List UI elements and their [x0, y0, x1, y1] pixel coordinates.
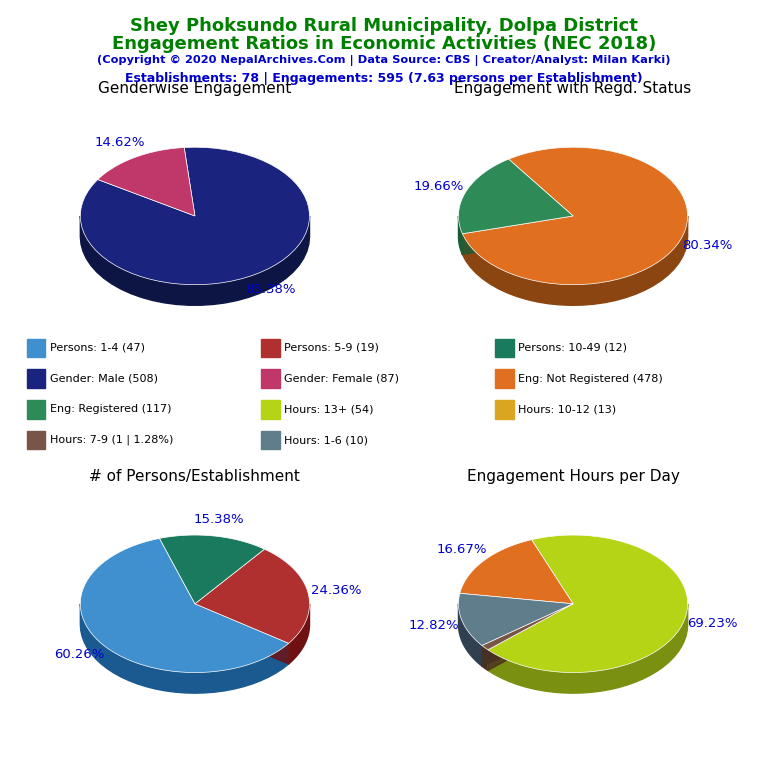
Polygon shape [289, 604, 310, 664]
Polygon shape [482, 604, 573, 650]
Text: Gender: Male (508): Gender: Male (508) [50, 373, 158, 384]
Text: 60.26%: 60.26% [55, 648, 105, 661]
Title: Genderwise Engagement: Genderwise Engagement [98, 81, 292, 96]
Text: 19.66%: 19.66% [414, 180, 464, 193]
Polygon shape [488, 535, 687, 673]
Text: Hours: 10-12 (13): Hours: 10-12 (13) [518, 404, 617, 415]
Text: 16.67%: 16.67% [436, 544, 487, 557]
Polygon shape [482, 646, 488, 670]
Polygon shape [460, 540, 573, 604]
Polygon shape [458, 594, 573, 646]
Text: 12.82%: 12.82% [409, 618, 459, 631]
Polygon shape [462, 216, 687, 306]
Polygon shape [488, 604, 687, 694]
Polygon shape [81, 147, 310, 285]
Polygon shape [462, 216, 573, 254]
Polygon shape [488, 604, 573, 670]
Text: Hours: 13+ (54): Hours: 13+ (54) [284, 404, 374, 415]
Text: Persons: 5-9 (19): Persons: 5-9 (19) [284, 343, 379, 353]
Text: 24.36%: 24.36% [311, 584, 362, 598]
Polygon shape [160, 535, 264, 604]
Text: 69.23%: 69.23% [687, 617, 738, 631]
Polygon shape [195, 549, 310, 644]
Text: Gender: Female (87): Gender: Female (87) [284, 373, 399, 384]
Polygon shape [195, 604, 289, 664]
Polygon shape [458, 604, 482, 666]
Text: Establishments: 78 | Engagements: 595 (7.63 persons per Establishment): Establishments: 78 | Engagements: 595 (7… [125, 72, 643, 85]
Polygon shape [81, 216, 310, 305]
Title: Engagement with Regd. Status: Engagement with Regd. Status [455, 81, 692, 96]
Polygon shape [81, 538, 289, 673]
Text: Engagement Ratios in Economic Activities (NEC 2018): Engagement Ratios in Economic Activities… [112, 35, 656, 53]
Text: Persons: 10-49 (12): Persons: 10-49 (12) [518, 343, 627, 353]
Text: 14.62%: 14.62% [94, 137, 145, 149]
Text: Eng: Not Registered (478): Eng: Not Registered (478) [518, 373, 663, 384]
Title: # of Persons/Establishment: # of Persons/Establishment [90, 469, 300, 484]
Polygon shape [458, 159, 573, 233]
Polygon shape [195, 604, 289, 664]
Text: 80.34%: 80.34% [682, 240, 733, 253]
Polygon shape [81, 604, 289, 694]
Polygon shape [482, 604, 573, 666]
Text: Shey Phoksundo Rural Municipality, Dolpa District: Shey Phoksundo Rural Municipality, Dolpa… [130, 17, 638, 35]
Text: Hours: 7-9 (1 | 1.28%): Hours: 7-9 (1 | 1.28%) [50, 435, 174, 445]
Text: Eng: Registered (117): Eng: Registered (117) [50, 404, 171, 415]
Polygon shape [488, 604, 573, 670]
Polygon shape [462, 216, 573, 254]
Polygon shape [462, 147, 687, 285]
Text: 15.38%: 15.38% [194, 512, 244, 525]
Title: Engagement Hours per Day: Engagement Hours per Day [467, 469, 680, 484]
Text: Hours: 1-6 (10): Hours: 1-6 (10) [284, 435, 368, 445]
Polygon shape [98, 147, 195, 216]
Text: 85.38%: 85.38% [245, 283, 296, 296]
Text: (Copyright © 2020 NepalArchives.Com | Data Source: CBS | Creator/Analyst: Milan : (Copyright © 2020 NepalArchives.Com | Da… [98, 55, 670, 66]
Polygon shape [482, 604, 573, 666]
Text: Persons: 1-4 (47): Persons: 1-4 (47) [50, 343, 145, 353]
Polygon shape [458, 216, 462, 254]
